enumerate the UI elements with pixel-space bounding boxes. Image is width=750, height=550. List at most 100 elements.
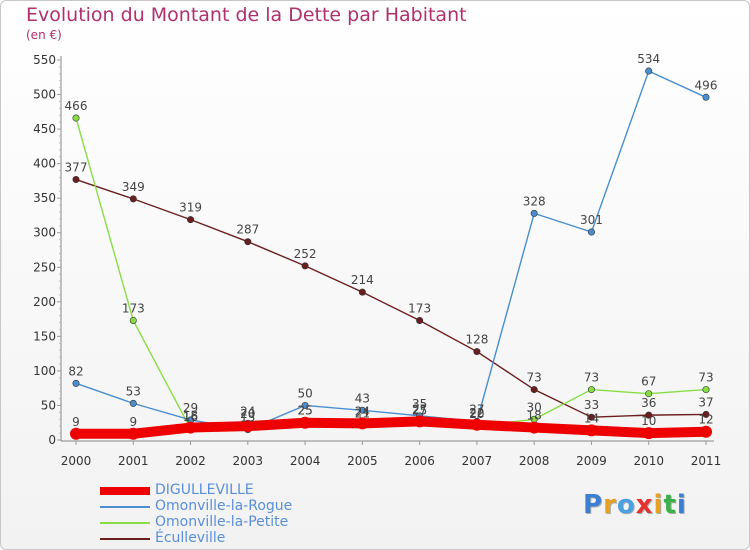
y-tick-label-150: 150 bbox=[33, 329, 56, 343]
legend-label-omonville-la-rogue: Omonville-la-Rogue bbox=[155, 498, 293, 514]
point-digulleville-2011 bbox=[700, 425, 712, 438]
data-label-omonville-la-rogue-2009: 301 bbox=[580, 213, 603, 227]
y-tick-label-350: 350 bbox=[33, 191, 56, 205]
point-digulleville-2008 bbox=[528, 421, 541, 434]
series-line-omonville-la-rogue bbox=[75, 70, 707, 431]
point-digulleville-2002 bbox=[184, 421, 197, 434]
x-tick-label-2011: 2011 bbox=[691, 454, 722, 468]
data-label-omonville-la-rogue-2003: 15 bbox=[240, 411, 255, 425]
data-label-omonville-la-petite-2004: 25 bbox=[297, 404, 312, 418]
legend-item-digulleville: DIGULLEVILLE bbox=[100, 482, 360, 500]
data-label-digulleville-2010: 10 bbox=[641, 414, 656, 428]
legend-label-omonville-la-petite: Omonville-la-Petite bbox=[155, 514, 289, 530]
data-label-digulleville-2006: 27 bbox=[412, 402, 427, 416]
data-label-digulleville-2007: 22 bbox=[469, 406, 484, 420]
point-eculleville-2003 bbox=[244, 238, 252, 246]
point-omonville-la-rogue-2008 bbox=[530, 209, 538, 217]
point-eculleville-2000 bbox=[72, 176, 80, 184]
data-label-digulleville-2005: 24 bbox=[355, 404, 370, 418]
data-label-omonville-la-petite-2011: 73 bbox=[698, 371, 713, 385]
point-eculleville-2008 bbox=[530, 386, 538, 394]
data-label-eculleville-2009: 33 bbox=[584, 398, 599, 412]
x-tick-label-2004: 2004 bbox=[290, 454, 321, 468]
x-tick-label-2001: 2001 bbox=[118, 454, 149, 468]
x-tick-label-2000: 2000 bbox=[61, 454, 92, 468]
point-digulleville-2003 bbox=[241, 420, 254, 433]
point-eculleville-2011 bbox=[702, 410, 710, 418]
series-line-digulleville bbox=[71, 416, 711, 439]
data-label-eculleville-2003: 287 bbox=[236, 223, 259, 237]
data-label-digulleville-2011: 12 bbox=[698, 413, 713, 427]
data-label-digulleville-2002: 18 bbox=[183, 409, 198, 423]
data-label-digulleville-2009: 14 bbox=[584, 411, 599, 425]
data-label-omonville-la-petite-2003: 24 bbox=[240, 404, 255, 418]
legend-item-omonville-la-rogue: Omonville-la-Rogue bbox=[100, 498, 360, 516]
point-digulleville-2010 bbox=[642, 427, 655, 440]
data-label-eculleville-2007: 128 bbox=[465, 333, 488, 347]
legend-swatch-digulleville bbox=[100, 487, 150, 495]
point-omonville-la-rogue-2010 bbox=[645, 67, 653, 75]
x-tick-label-2002: 2002 bbox=[175, 454, 206, 468]
point-digulleville-2005 bbox=[356, 417, 369, 430]
series-line-omonville-la-petite bbox=[75, 117, 707, 430]
point-digulleville-2009 bbox=[585, 424, 598, 437]
y-tick-label-200: 200 bbox=[33, 295, 56, 309]
point-omonville-la-rogue-2004 bbox=[301, 401, 309, 409]
data-label-omonville-la-rogue-2010: 534 bbox=[637, 52, 660, 66]
point-omonville-la-rogue-2000 bbox=[72, 379, 80, 387]
point-omonville-la-rogue-2009 bbox=[587, 228, 595, 236]
x-tick-label-2007: 2007 bbox=[462, 454, 493, 468]
y-tick-label-400: 400 bbox=[33, 157, 56, 171]
data-label-eculleville-2005: 214 bbox=[351, 273, 374, 287]
legend-swatch-omonville-la-rogue bbox=[100, 506, 150, 508]
data-label-omonville-la-petite-2002: 16 bbox=[183, 410, 198, 424]
point-eculleville-2006 bbox=[416, 316, 424, 324]
point-digulleville-2001 bbox=[127, 427, 140, 440]
legend-item-eculleville: Éculleville bbox=[100, 530, 360, 548]
legend-label-eculleville: Éculleville bbox=[155, 530, 226, 546]
data-label-omonville-la-rogue-2005: 43 bbox=[355, 391, 370, 405]
y-tick-label-250: 250 bbox=[33, 260, 56, 274]
data-label-omonville-la-rogue-2008: 328 bbox=[523, 194, 546, 208]
data-label-omonville-la-petite-2005: 21 bbox=[355, 406, 370, 420]
point-eculleville-2009 bbox=[587, 413, 595, 421]
data-label-omonville-la-rogue-2011: 496 bbox=[695, 78, 718, 92]
point-eculleville-2004 bbox=[301, 262, 309, 270]
point-omonville-la-rogue-2001 bbox=[129, 399, 137, 407]
x-tick-label-2005: 2005 bbox=[347, 454, 378, 468]
chart-subtitle: (en €) bbox=[26, 28, 62, 42]
y-tick-label-500: 500 bbox=[33, 88, 56, 102]
data-label-omonville-la-petite-2000: 466 bbox=[65, 99, 88, 113]
legend-swatch-eculleville bbox=[100, 538, 150, 540]
proxiti-logo: Proxiti bbox=[583, 490, 687, 520]
chart-title: Evolution du Montant de la Dette par Hab… bbox=[26, 4, 467, 26]
point-omonville-la-petite-2011 bbox=[702, 386, 710, 394]
y-tick-label-450: 450 bbox=[33, 122, 56, 136]
data-label-omonville-la-rogue-2006: 35 bbox=[412, 397, 427, 411]
y-tick-label-100: 100 bbox=[33, 364, 56, 378]
data-label-digulleville-2008: 18 bbox=[527, 409, 542, 423]
point-omonville-la-petite-2000 bbox=[72, 114, 80, 122]
data-label-digulleville-2000: 9 bbox=[72, 415, 80, 429]
data-label-omonville-la-petite-2006: 25 bbox=[412, 404, 427, 418]
data-label-omonville-la-petite-2010: 67 bbox=[641, 375, 656, 389]
data-label-omonville-la-petite-2001: 173 bbox=[122, 301, 145, 315]
y-tick-label-0: 0 bbox=[48, 433, 56, 447]
data-label-omonville-la-rogue-2000: 82 bbox=[68, 364, 83, 378]
data-label-digulleville-2004: 25 bbox=[297, 404, 312, 418]
legend-label-digulleville: DIGULLEVILLE bbox=[155, 482, 254, 498]
data-label-eculleville-2004: 252 bbox=[294, 247, 317, 261]
point-eculleville-2002 bbox=[187, 216, 195, 224]
data-label-omonville-la-rogue-2002: 29 bbox=[183, 401, 198, 415]
point-omonville-la-petite-2001 bbox=[129, 316, 137, 324]
point-digulleville-2007 bbox=[470, 418, 483, 431]
data-label-eculleville-2000: 377 bbox=[65, 161, 88, 175]
point-omonville-la-petite-2010 bbox=[645, 390, 653, 398]
data-label-omonville-la-petite-2008: 30 bbox=[527, 400, 542, 414]
data-label-eculleville-2006: 173 bbox=[408, 301, 431, 315]
series-line-eculleville bbox=[75, 178, 707, 418]
point-eculleville-2001 bbox=[129, 195, 137, 203]
point-eculleville-2007 bbox=[473, 348, 481, 356]
